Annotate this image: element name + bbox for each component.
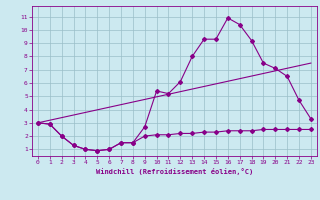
X-axis label: Windchill (Refroidissement éolien,°C): Windchill (Refroidissement éolien,°C)	[96, 168, 253, 175]
